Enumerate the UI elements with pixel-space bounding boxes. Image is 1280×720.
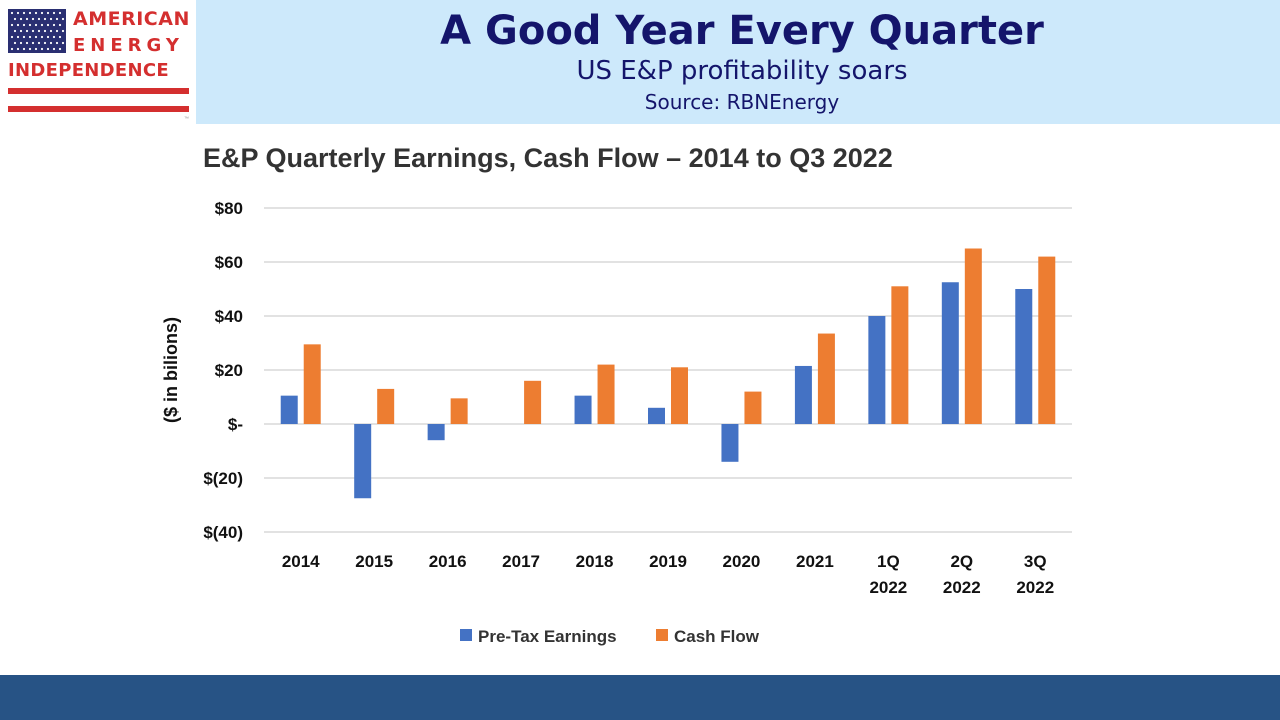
bar-pre-tax-earnings <box>1015 289 1033 424</box>
american-energy-independence-logo: ™ AMERICAN ENERGY INDEPENDENCE <box>0 0 196 124</box>
bar-cash-flow <box>671 367 688 424</box>
x-tick-label: 2018 <box>576 552 614 571</box>
bar-cash-flow <box>744 391 762 424</box>
legend-label: Cash Flow <box>674 627 760 646</box>
us-flag-icon: ™ <box>8 9 189 122</box>
bar-pre-tax-earnings <box>941 282 959 424</box>
bar-pre-tax-earnings <box>574 395 592 424</box>
x-tick-label: 1Q <box>877 552 900 571</box>
x-tick-label: 3Q <box>1024 552 1047 571</box>
bar-pre-tax-earnings <box>280 395 298 424</box>
x-tick-label: 2021 <box>796 552 834 571</box>
logo-text-american: AMERICAN <box>73 8 190 30</box>
bar-cash-flow <box>1038 256 1056 424</box>
chart-title: E&P Quarterly Earnings, Cash Flow – 2014… <box>203 143 893 173</box>
bar-pre-tax-earnings <box>868 316 886 424</box>
page-title: A Good Year Every Quarter <box>440 8 1044 54</box>
legend-swatch <box>460 629 472 641</box>
x-tick-label: 2015 <box>355 552 393 571</box>
x-tick-label: 2022 <box>869 578 907 597</box>
x-tick-label: 2017 <box>502 552 540 571</box>
bar-cash-flow <box>450 398 468 424</box>
x-tick-label: 2022 <box>1016 578 1054 597</box>
x-tick-label: 2016 <box>429 552 467 571</box>
bar-pre-tax-earnings <box>721 424 739 462</box>
x-tick-label: 2014 <box>282 552 320 571</box>
logo-text-independence: INDEPENDENCE <box>8 60 169 81</box>
bar-pre-tax-earnings <box>648 407 665 424</box>
x-tick-label: 2020 <box>723 552 761 571</box>
logo-text-energy: ENERGY <box>73 35 184 56</box>
source-note: Source: RBNEnergy <box>644 90 840 114</box>
page-subtitle: US E&P profitability soars <box>576 56 908 86</box>
bar-pre-tax-earnings <box>354 424 372 499</box>
bar-cash-flow <box>817 333 835 424</box>
bar-cash-flow <box>964 248 982 424</box>
bar-pre-tax-earnings <box>427 424 445 441</box>
bar-cash-flow <box>524 380 542 424</box>
y-tick-label: $- <box>228 415 243 434</box>
svg-text:™: ™ <box>184 116 189 122</box>
y-axis-label: ($ in bilions) <box>161 317 181 423</box>
legend-label: Pre-Tax Earnings <box>478 627 617 646</box>
bar-pre-tax-earnings <box>794 365 812 424</box>
earnings-cashflow-chart: E&P Quarterly Earnings, Cash Flow – 2014… <box>161 143 1072 646</box>
y-tick-label: $(20) <box>203 469 243 488</box>
bar-cash-flow <box>597 364 615 424</box>
x-tick-label: 2019 <box>649 552 687 571</box>
y-tick-label: $40 <box>215 307 243 326</box>
y-tick-label: $80 <box>215 199 243 218</box>
legend-swatch <box>656 629 668 641</box>
y-tick-label: $60 <box>215 253 243 272</box>
bar-cash-flow <box>891 286 909 424</box>
header-banner: ™ AMERICAN ENERGY INDEPENDENCE A Good Ye… <box>0 0 1280 124</box>
bar-cash-flow <box>377 388 395 424</box>
bar-cash-flow <box>303 344 321 424</box>
x-tick-label: 2Q <box>950 552 973 571</box>
footer-bar <box>0 675 1280 720</box>
y-tick-label: $20 <box>215 361 243 380</box>
x-tick-label: 2022 <box>943 578 981 597</box>
y-tick-label: $(40) <box>203 523 243 542</box>
